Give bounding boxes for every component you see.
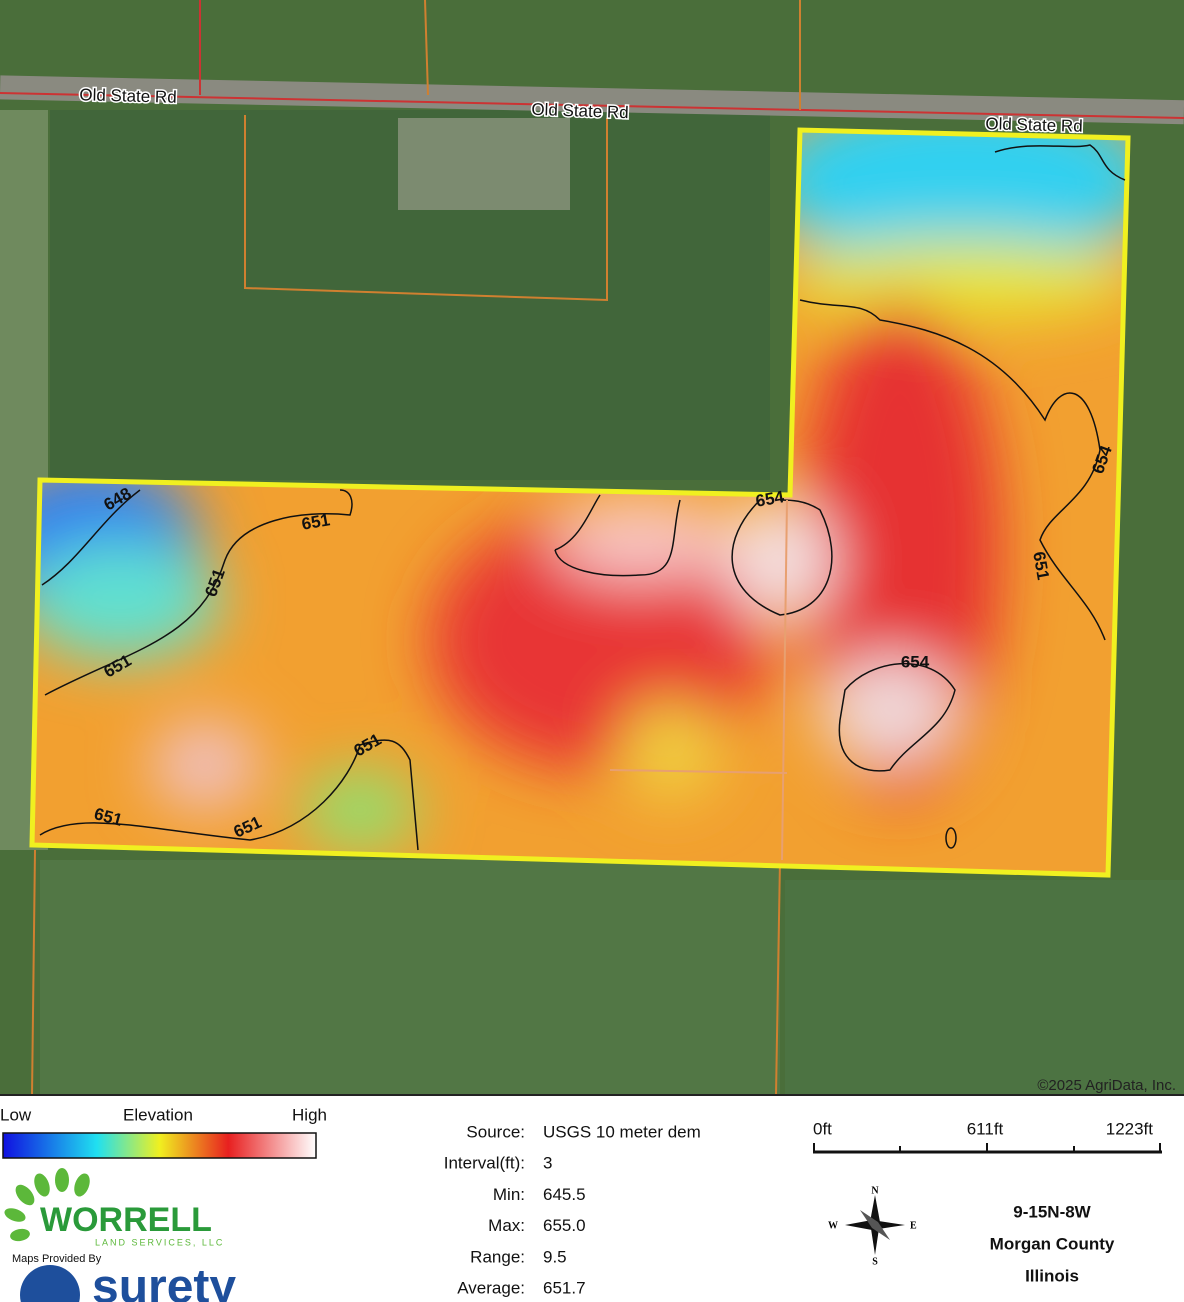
scale-label: 1223ft (1106, 1119, 1154, 1138)
legend-low: Low (0, 1105, 32, 1124)
stat-label: Source: (466, 1122, 525, 1141)
stat-value: 9.5 (543, 1247, 567, 1266)
logo: WORRELL LAND SERVICES, LLC Maps Provided… (4, 1168, 236, 1302)
stat-value: 645.5 (543, 1185, 586, 1204)
location-line: Illinois (1025, 1266, 1079, 1285)
scale-label: 0ft (813, 1119, 832, 1138)
stat-value: USGS 10 meter dem (543, 1122, 701, 1141)
scale-labels: 0ft 611ft 1223ft (813, 1119, 1153, 1138)
legend-ramp (2, 1132, 317, 1159)
info-panel (0, 1095, 1184, 1302)
compass-s: S (872, 1256, 878, 1267)
road-label: Old State Rd (79, 85, 177, 107)
field-boundary (29, 127, 1131, 878)
contour-label: 651 (1029, 550, 1053, 581)
stat-label: Min: (493, 1185, 525, 1204)
stat-value: 651.7 (543, 1278, 586, 1297)
logo-provided: Maps Provided By (12, 1253, 102, 1265)
stats: Source: USGS 10 meter dem Interval(ft): 3 Mi… (444, 1122, 701, 1297)
stat-value: 3 (543, 1154, 552, 1173)
road-label: Old State Rd (531, 100, 629, 122)
legend-high: High (292, 1105, 327, 1124)
copyright: ©2025 AgriData, Inc. (1037, 1077, 1176, 1094)
contour-label: 651 (300, 510, 331, 534)
logo-name: WORRELL (40, 1201, 212, 1239)
compass: N S E W (828, 1185, 917, 1267)
stat-label: Interval(ft): (444, 1154, 525, 1173)
stat-label: Range: (470, 1247, 525, 1266)
scale-label: 611ft (967, 1119, 1004, 1138)
stat-label: Max: (488, 1216, 525, 1235)
logo-brand: surety (92, 1261, 236, 1302)
location-line: Morgan County (990, 1234, 1115, 1253)
stat-label: Average: (457, 1278, 525, 1297)
legend-title: Elevation (123, 1105, 193, 1124)
compass-n: N (871, 1185, 879, 1196)
compass-w: W (828, 1220, 838, 1231)
logo-sub: LAND SERVICES, LLC (95, 1237, 224, 1247)
location: 9-15N-8W Morgan County Illinois (990, 1202, 1115, 1285)
contour-label: 654 (754, 487, 786, 511)
road-label: Old State Rd (985, 114, 1083, 136)
location-line: 9-15N-8W (1013, 1202, 1091, 1221)
compass-e: E (910, 1220, 917, 1231)
contours (39, 144, 1126, 851)
stat-value: 655.0 (543, 1216, 586, 1235)
contour-label: 654 (901, 652, 930, 671)
